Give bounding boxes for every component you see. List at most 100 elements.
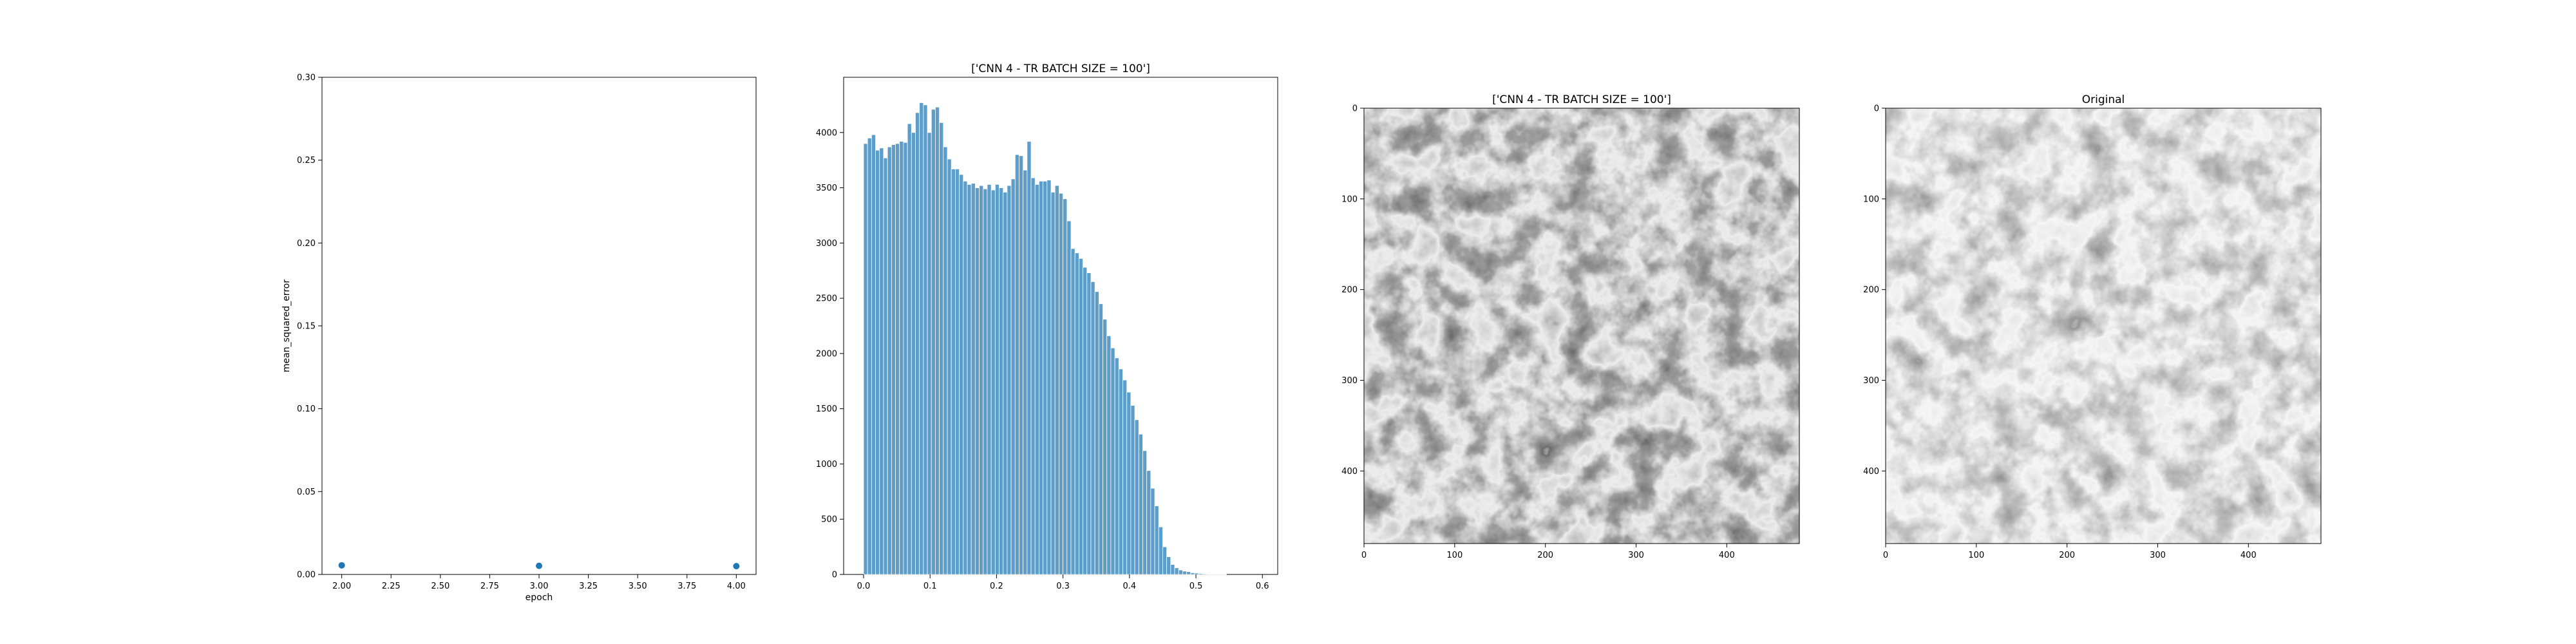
histogram-bar — [1023, 169, 1028, 575]
original-image-y-tick-label: 400 — [1863, 467, 1879, 477]
histogram-bar — [1114, 357, 1119, 575]
histogram-bar — [1146, 470, 1151, 575]
histogram-bar — [1059, 193, 1064, 575]
histogram-y-tick-label: 2000 — [816, 349, 837, 359]
histogram-bar — [1074, 252, 1079, 575]
mse-point — [733, 563, 740, 570]
histogram-bar — [1066, 220, 1072, 575]
original-image-x-tick-label: 400 — [2240, 551, 2257, 560]
histogram-bar — [875, 149, 880, 575]
histogram-bar — [939, 122, 944, 575]
histogram-bar — [987, 184, 992, 575]
histogram-bar — [999, 187, 1004, 575]
mse-y-tick-label: 0.00 — [297, 571, 316, 580]
histogram-bar — [903, 142, 908, 575]
histogram-x-tick-label: 0.6 — [1256, 582, 1269, 591]
original-image-title: Original — [2082, 93, 2125, 106]
histogram-bar — [1178, 569, 1183, 575]
predicted-image-x-tick-label: 400 — [1719, 551, 1735, 560]
histogram-bar — [963, 180, 968, 575]
histogram-bar — [1054, 185, 1059, 575]
original-image-x-tick-label: 300 — [2150, 551, 2166, 560]
histogram-x-tick-label: 0.2 — [990, 582, 1003, 591]
histogram-bar — [1118, 368, 1123, 575]
histogram-bar — [879, 147, 884, 575]
histogram-bar — [1003, 192, 1008, 575]
histogram-bar — [967, 184, 972, 575]
mse-x-tick-label: 4.00 — [727, 582, 746, 591]
original-image-y-tick-label: 100 — [1863, 194, 1879, 204]
histogram-bar — [1170, 564, 1175, 575]
histogram-bar — [955, 168, 960, 575]
histogram-bar — [1126, 392, 1132, 575]
histogram-y-tick-label: 0 — [832, 571, 837, 580]
histogram-bar — [1034, 184, 1039, 575]
mse-x-axis-label: epoch — [526, 592, 553, 603]
original-image-x-tick-label: 200 — [2059, 551, 2075, 560]
histogram-x-tick-label: 0.5 — [1189, 582, 1203, 591]
histogram-bar — [1078, 258, 1083, 575]
histogram-bar — [911, 132, 916, 575]
predicted-image-x-tick-label: 0 — [1361, 551, 1367, 560]
histogram-bar — [1050, 192, 1056, 575]
histogram-bar — [895, 143, 900, 575]
mse-point — [536, 562, 542, 569]
mse-y-axis-label: mean_squared_error — [281, 279, 292, 372]
histogram-y-tick-label: 1500 — [816, 404, 837, 414]
histogram-bar — [983, 188, 988, 575]
predicted-image-y-tick-label: 400 — [1341, 467, 1358, 477]
histogram-bar — [951, 168, 956, 575]
histogram-bar — [943, 146, 948, 575]
mse-x-tick-label: 3.00 — [530, 582, 549, 591]
original-image-panel: 0 100 200 300 400 0 100 200 300 400 Original — [1863, 93, 2322, 560]
mse-point — [338, 562, 345, 569]
predicted-image-title: ['CNN 4 - TR BATCH SIZE = 100'] — [1492, 93, 1671, 106]
histogram-panel: 0.0 0.1 0.2 0.3 0.4 0.5 0.6 0 500 1000 1500 2000 25… — [816, 62, 1278, 591]
histogram-bar — [1070, 248, 1075, 575]
histogram-bar — [1039, 180, 1044, 575]
histogram-y-tick-label: 3500 — [816, 184, 837, 193]
histogram-bar — [1098, 303, 1103, 575]
mse-y-tick-label: 0.15 — [297, 322, 316, 332]
histogram-bar — [974, 187, 980, 575]
histogram-x-tick-label: 0.4 — [1122, 582, 1136, 591]
histogram-bar — [915, 112, 920, 575]
histogram-x-tick-label: 0.0 — [857, 582, 871, 591]
histogram-bar — [1122, 379, 1128, 575]
mse-x-tick-label: 2.00 — [332, 582, 351, 591]
histogram-bar — [1030, 177, 1036, 575]
mse-y-tick-label: 0.20 — [297, 239, 316, 249]
predicted-image-panel: 0 100 200 300 400 0 100 200 300 400 ['CNN 4 - TR… — [1341, 93, 1800, 560]
histogram-bar — [1190, 573, 1195, 575]
histogram-bar — [1158, 526, 1163, 575]
histogram-bar — [931, 109, 936, 575]
histogram-bar — [1142, 450, 1148, 575]
histogram-bar — [1174, 567, 1179, 575]
mse-y-tick-label: 0.30 — [297, 73, 316, 83]
mse-plot-area — [321, 77, 757, 575]
histogram-y-tick-label: 500 — [821, 515, 837, 525]
original-image — [1886, 108, 2321, 544]
histogram-bar — [887, 146, 892, 575]
mse-x-tick-label: 3.25 — [579, 582, 598, 591]
histogram-x-tick-label: 0.1 — [923, 582, 937, 591]
mse-x-tick-label: 3.50 — [629, 582, 647, 591]
histogram-bar — [1186, 571, 1191, 575]
histogram-bar — [1083, 267, 1088, 575]
histogram-bar — [867, 137, 872, 575]
histogram-bar — [1138, 433, 1143, 575]
predicted-image-y-tick-label: 100 — [1341, 194, 1358, 204]
mse-x-tick-label: 2.75 — [480, 582, 499, 591]
histogram-y-tick-label: 1000 — [816, 460, 837, 469]
predicted-image-y-tick-label: 200 — [1341, 285, 1358, 295]
predicted-image — [1364, 108, 1799, 544]
mse-scatter-panel: 2.00 2.25 2.50 2.75 3.00 3.25 3.50 3.75 4.00 0.0… — [281, 73, 757, 603]
original-image-x-tick-label: 0 — [1883, 551, 1888, 560]
histogram-bar — [1043, 180, 1048, 575]
histogram-bar — [1063, 198, 1068, 575]
histogram-bar — [1182, 571, 1187, 575]
predicted-image-x-tick-label: 200 — [1537, 551, 1553, 560]
histogram-y-tick-label: 3000 — [816, 239, 837, 249]
histogram-bar — [990, 189, 996, 575]
histogram-title: ['CNN 4 - TR BATCH SIZE = 100'] — [971, 62, 1150, 75]
